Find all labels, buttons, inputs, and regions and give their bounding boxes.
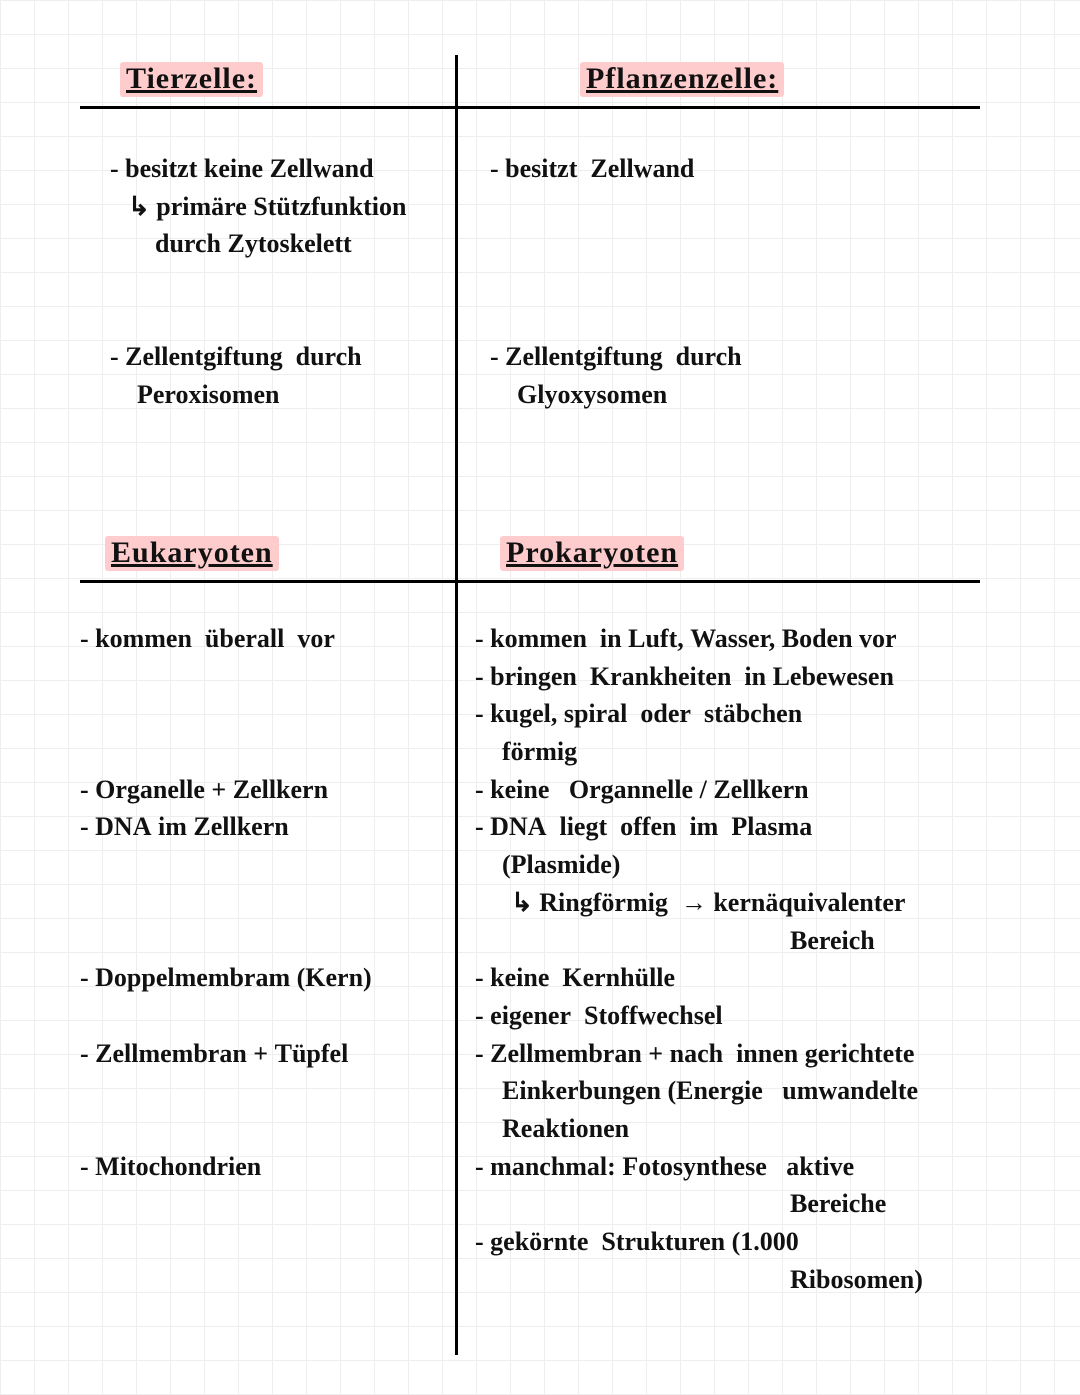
- heading-eukaryotes: Eukaryoten: [105, 536, 279, 570]
- heading-plant-cell: Pflanzenzelle:: [580, 62, 784, 96]
- divider-horizontal-1: [80, 106, 980, 109]
- divider-vertical: [455, 55, 458, 1355]
- divider-horizontal-2: [80, 580, 980, 583]
- heading-prokaryotes: Prokaryoten: [500, 536, 684, 570]
- cell-animal: - besitzt keine Zellwand↳ primäre Stützf…: [110, 150, 406, 414]
- cell-prokaryotes: - kommen in Luft, Wasser, Boden vor- bri…: [475, 620, 923, 1298]
- cell-plant: - besitzt Zellwand - Zellentgiftung durc…: [490, 150, 742, 414]
- cell-eukaryotes: - kommen überall vor - Organelle + Zellk…: [80, 620, 372, 1185]
- heading-animal-cell: Tierzelle:: [120, 62, 263, 96]
